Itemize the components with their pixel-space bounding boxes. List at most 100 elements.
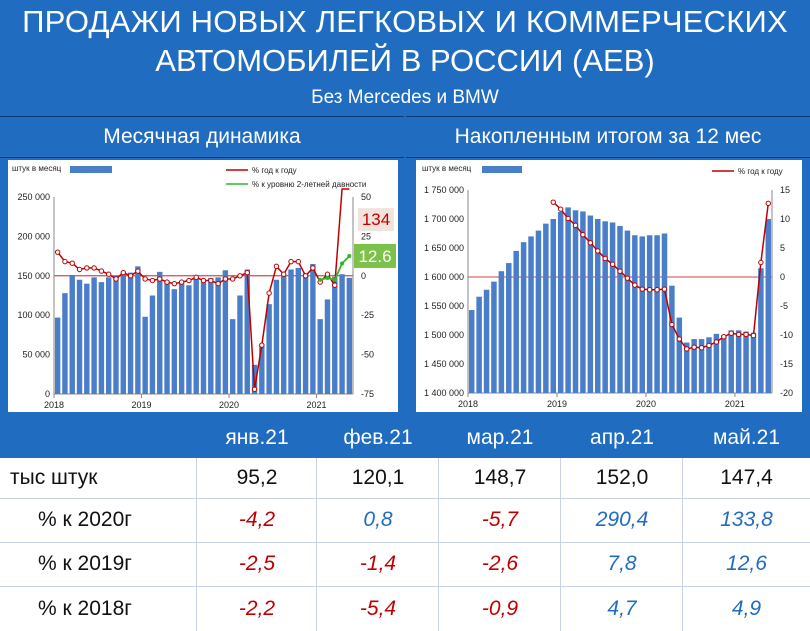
y-right-tick-label: -20 <box>780 388 793 398</box>
y-left-tick-label: 1 600 000 <box>424 272 464 282</box>
bar <box>229 319 236 394</box>
bar <box>317 319 323 394</box>
table-row-divider <box>0 498 810 499</box>
bar <box>281 275 287 394</box>
yoy-point <box>69 260 75 266</box>
bar <box>178 282 185 394</box>
yoy-point <box>646 287 653 293</box>
yoy-point <box>135 268 141 274</box>
bar <box>288 269 294 394</box>
yoy-point <box>76 266 83 273</box>
bar <box>713 333 720 393</box>
bar <box>215 277 221 394</box>
bar <box>193 276 199 394</box>
table-cell: 7,8 <box>607 552 637 575</box>
callout-two-year-box <box>354 243 396 268</box>
yoy-point <box>237 273 243 279</box>
table-cell: 290,4 <box>595 508 649 531</box>
monthly-chart: штук в месяц % год к году % к уровню 2-лет… <box>8 160 398 412</box>
y-right-tick-label: 10 <box>780 214 790 224</box>
bar <box>520 242 527 393</box>
y-left-tick-label: 1 400 000 <box>424 388 464 398</box>
yoy-point <box>105 271 112 277</box>
bar <box>602 221 608 393</box>
row-label: % к 2020г <box>38 508 132 531</box>
yoy-point <box>765 200 771 207</box>
bar <box>222 270 229 394</box>
yoy-point <box>281 271 287 277</box>
y-left-tick-label: 150 000 <box>17 271 50 281</box>
col-header-jan21: янв.21 <box>225 426 289 449</box>
bar <box>550 219 557 393</box>
legend-bars-swatch <box>70 166 112 173</box>
yoy-point <box>157 276 163 282</box>
yoy-point <box>288 258 294 265</box>
yoy-point <box>98 268 105 274</box>
yoy-point <box>222 276 229 282</box>
bar <box>135 266 141 394</box>
bar <box>706 337 712 393</box>
col-header-may21: май.21 <box>712 426 781 449</box>
bar <box>476 296 482 393</box>
yoy-point <box>602 255 608 262</box>
bar <box>149 295 156 394</box>
yoy-point <box>244 269 250 276</box>
yoy-point <box>91 265 97 271</box>
bar <box>164 280 170 394</box>
row-label: тыс штук <box>10 466 98 489</box>
table-header-row: янв.21 фев.21 мар.21 апр.21 май.21 <box>0 418 810 458</box>
bar <box>758 268 764 393</box>
table-cell: -5,7 <box>481 508 519 531</box>
x-tick-label: 2018 <box>458 399 478 409</box>
yoy-point <box>178 279 185 285</box>
y-right-tick-label: 25 <box>361 231 371 241</box>
bar <box>339 274 345 394</box>
table-cell: -4,2 <box>238 508 276 531</box>
bar <box>310 263 316 394</box>
row-label: % к 2019г <box>38 552 132 575</box>
yoy-point <box>149 277 156 284</box>
x-tick-label: 2019 <box>131 400 151 410</box>
bar <box>259 344 265 394</box>
yoy-point <box>229 276 236 282</box>
bar <box>765 219 772 393</box>
table-cell: 120,1 <box>351 466 405 489</box>
x-tick-label: 2018 <box>44 400 64 410</box>
bar <box>127 272 134 394</box>
bar <box>295 267 302 394</box>
yoy-point <box>595 248 601 254</box>
left-panel-title: Месячная динамика <box>0 116 404 158</box>
table-cell: 95,2 <box>236 466 278 489</box>
bar <box>743 331 749 393</box>
yoy-point <box>200 277 207 284</box>
yoy-point <box>728 330 734 336</box>
bar <box>142 316 148 394</box>
bar <box>491 281 497 393</box>
y-left-tick-label: 250 000 <box>17 192 50 202</box>
two-year-point <box>325 276 330 281</box>
bar <box>273 279 280 394</box>
yoy-point <box>251 386 258 392</box>
yoy-point <box>62 258 68 265</box>
page-title-line1: ПРОДАЖИ НОВЫХ ЛЕГКОВЫХ И КОММЕРЧЕСКИХ <box>22 4 788 39</box>
bar <box>266 304 272 394</box>
yoy-point <box>557 206 564 212</box>
y-right-tick-label: 50 <box>361 192 371 202</box>
table-cell: -2,6 <box>481 552 519 575</box>
summary-table: янв.21 фев.21 мар.21 апр.21 май.21 тыс ш… <box>0 418 810 631</box>
bar <box>654 235 660 393</box>
table-cell: 152,0 <box>595 466 649 489</box>
yoy-point <box>193 274 199 281</box>
yoy-point <box>565 215 571 222</box>
table-cell: 147,4 <box>720 466 773 489</box>
yoy-point <box>750 332 757 339</box>
yoy-point <box>550 199 556 205</box>
yoy-point <box>164 279 170 285</box>
callout-yoy-value: 134 <box>362 210 390 229</box>
two-year-point <box>340 261 345 266</box>
bar <box>557 212 564 393</box>
legend-yoy-label: % год к году <box>252 166 297 175</box>
table-cell: -0,9 <box>481 597 519 620</box>
yoy-point <box>617 268 623 274</box>
y-right-tick-label: -10 <box>780 330 793 340</box>
